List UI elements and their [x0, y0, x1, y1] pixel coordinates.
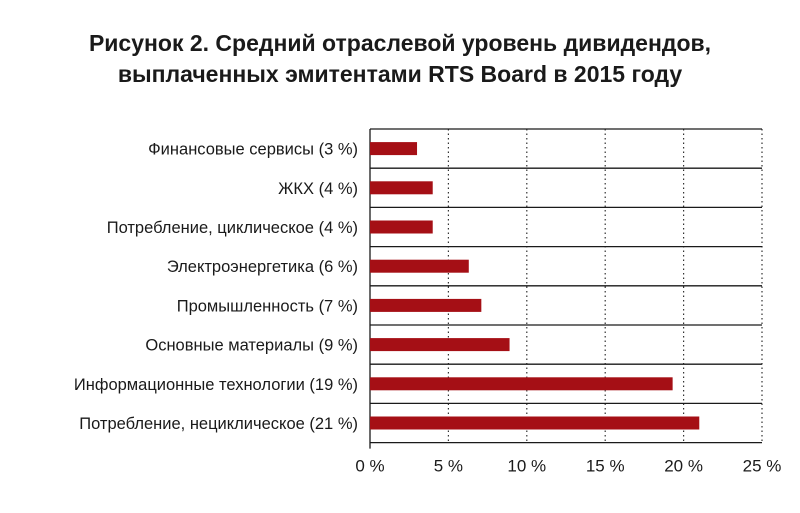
x-tick-label-5: 25 % — [743, 457, 782, 476]
bar-6 — [370, 377, 673, 391]
x-tick-label-0: 0 % — [355, 457, 384, 476]
x-tick-label-1: 5 % — [434, 457, 463, 476]
chart-subtitle: выплаченных эмитентами RTS Board в 2015 … — [117, 61, 683, 87]
x-tick-label-2: 10 % — [507, 457, 546, 476]
bar-3 — [370, 259, 469, 273]
category-label-0: Финансовые сервисы (3 %) — [148, 141, 358, 159]
category-label-7: Потребление, нециклическое (21 %) — [79, 415, 358, 433]
bar-2 — [370, 220, 433, 234]
category-label-6: Информационные технологии (19 %) — [74, 376, 358, 394]
category-label-3: Электроэнергетика (6 %) — [167, 258, 358, 276]
x-tick-label-3: 15 % — [586, 457, 625, 476]
chart-title: Рисунок 2. Средний отраслевой уровень ди… — [88, 30, 712, 56]
category-label-2: Потребление, циклическое (4 %) — [107, 219, 358, 237]
category-label-5: Основные материалы (9 %) — [145, 337, 358, 355]
category-label-1: ЖКХ (4 %) — [278, 180, 358, 198]
bar-7 — [370, 416, 700, 430]
bar-5 — [370, 338, 510, 352]
x-tick-label-4: 20 % — [664, 457, 703, 476]
category-label-4: Промышленность (7 %) — [177, 297, 358, 315]
chart-title-block: Рисунок 2. Средний отраслевой уровень ди… — [0, 28, 800, 90]
bar-4 — [370, 298, 482, 312]
bar-1 — [370, 181, 433, 195]
bar-0 — [370, 142, 418, 156]
